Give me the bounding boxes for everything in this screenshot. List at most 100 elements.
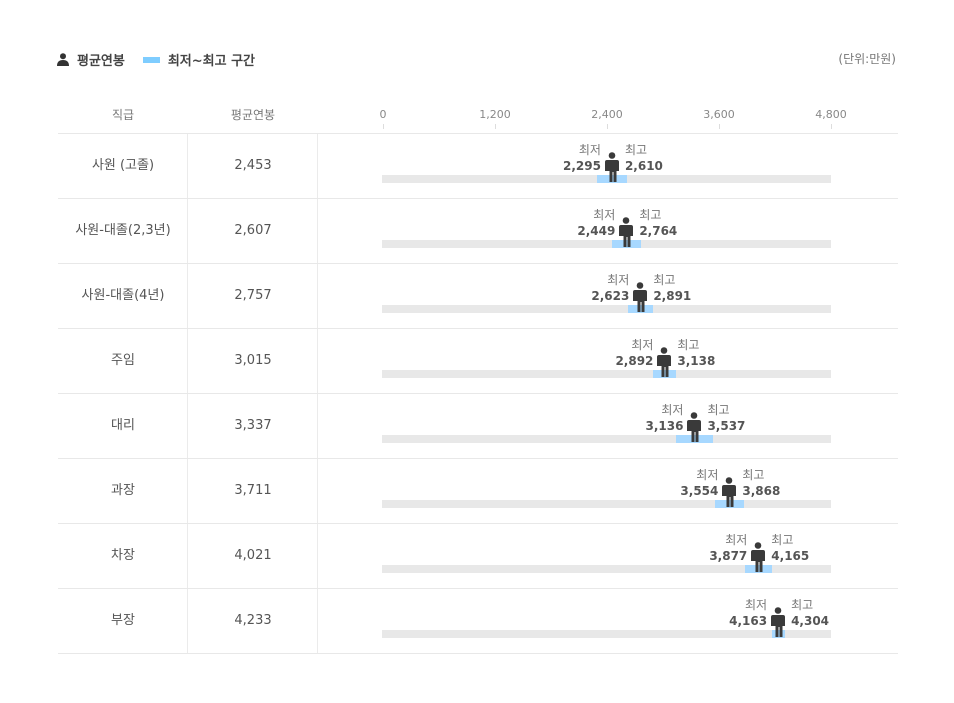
person-icon <box>722 477 737 507</box>
tick-label: 0 <box>379 108 387 121</box>
row-divider <box>58 198 898 199</box>
min-value: 2,623 <box>591 289 630 303</box>
max-label: 최고 2,891 <box>653 272 691 304</box>
tick-mark <box>607 124 608 129</box>
grade-cell: 사원 (고졸) <box>91 158 155 173</box>
range-track <box>382 435 831 443</box>
range-track <box>382 500 831 508</box>
range-track <box>382 565 831 573</box>
max-label: 최고 3,537 <box>707 402 745 434</box>
grade-cell: 차장 <box>111 548 135 563</box>
max-title: 최고 <box>791 598 814 612</box>
max-label: 최고 3,138 <box>677 337 715 369</box>
min-value: 2,892 <box>615 354 654 368</box>
grade-cell: 과장 <box>111 483 135 498</box>
max-value: 4,304 <box>791 614 830 628</box>
max-label: 최고 2,610 <box>625 142 663 174</box>
avg-person-marker <box>721 477 737 507</box>
header-grade: 직급 <box>111 108 135 122</box>
tick-mark <box>719 124 720 129</box>
min-label: 최저 3,877 <box>709 532 747 564</box>
max-title: 최고 <box>742 468 765 482</box>
range-track <box>382 370 831 378</box>
person-icon <box>771 607 786 637</box>
range-track <box>382 240 831 248</box>
min-value: 2,295 <box>562 159 601 173</box>
grade-cell: 부장 <box>111 613 135 628</box>
grade-cell: 사원-대졸(4년) <box>81 288 165 303</box>
avg-cell: 2,607 <box>234 223 272 238</box>
min-title: 최저 <box>607 273 630 287</box>
max-title: 최고 <box>653 273 676 287</box>
max-value: 2,764 <box>639 224 678 238</box>
max-title: 최고 <box>639 208 662 222</box>
row-divider <box>58 458 898 459</box>
header-avg: 평균연봉 <box>230 108 276 122</box>
person-icon <box>657 347 672 377</box>
avg-person-marker <box>632 282 648 312</box>
max-label: 최고 4,165 <box>771 532 809 564</box>
min-value: 3,877 <box>709 549 748 563</box>
avg-cell: 2,757 <box>234 288 272 303</box>
avg-cell: 3,337 <box>234 418 272 433</box>
min-title: 최저 <box>661 403 684 417</box>
grade-cell: 대리 <box>111 418 135 433</box>
person-icon <box>57 53 69 66</box>
avg-cell: 4,233 <box>234 613 272 628</box>
tick-mark <box>831 124 832 129</box>
min-title: 최저 <box>578 143 601 157</box>
legend-range-swatch <box>142 56 160 63</box>
avg-person-marker <box>656 347 672 377</box>
range-track <box>382 630 831 638</box>
row-divider <box>58 653 898 654</box>
min-label: 최저 2,295 <box>563 142 601 174</box>
min-label: 최저 2,892 <box>615 337 653 369</box>
tick-label: 2,400 <box>591 108 623 121</box>
max-label: 최고 4,304 <box>791 597 829 629</box>
max-value: 4,165 <box>771 549 810 563</box>
legend: 평균연봉 최저~최고 구간 <box>57 50 255 69</box>
tick-mark <box>495 124 496 129</box>
range-track <box>382 305 831 313</box>
avg-person-marker <box>770 607 786 637</box>
min-label: 최저 3,136 <box>646 402 684 434</box>
avg-cell: 4,021 <box>234 548 272 563</box>
person-icon <box>604 152 619 182</box>
min-label: 최저 4,163 <box>729 597 767 629</box>
avg-person-marker <box>604 152 620 182</box>
min-value: 3,554 <box>680 484 719 498</box>
grade-cell: 주임 <box>111 353 135 368</box>
min-title: 최저 <box>725 533 748 547</box>
person-icon <box>751 542 766 572</box>
max-label: 최고 2,764 <box>639 207 677 239</box>
max-title: 최고 <box>771 533 794 547</box>
tick-label: 4,800 <box>815 108 847 121</box>
max-value: 2,610 <box>624 159 663 173</box>
max-label: 최고 3,868 <box>742 467 780 499</box>
min-title: 최저 <box>631 338 654 352</box>
max-value: 2,891 <box>653 289 692 303</box>
tick-label: 1,200 <box>479 108 511 121</box>
min-label: 최저 3,554 <box>680 467 718 499</box>
row-divider <box>58 523 898 524</box>
max-title: 최고 <box>707 403 730 417</box>
max-title: 최고 <box>624 143 648 157</box>
min-label: 최저 2,623 <box>591 272 629 304</box>
row-divider <box>58 133 898 134</box>
min-label: 최저 2,449 <box>577 207 615 239</box>
max-value: 3,138 <box>677 354 716 368</box>
person-icon <box>619 217 634 247</box>
avg-person-marker <box>686 412 702 442</box>
max-title: 최고 <box>677 338 700 352</box>
min-title: 최저 <box>745 598 768 612</box>
min-title: 최저 <box>696 468 719 482</box>
avg-cell: 3,711 <box>234 483 272 498</box>
grade-cell: 사원-대졸(2,3년) <box>75 223 171 238</box>
person-icon <box>633 282 648 312</box>
row-divider <box>58 263 898 264</box>
min-title: 최저 <box>593 208 616 222</box>
min-value: 4,163 <box>729 614 768 628</box>
tick-mark <box>383 124 384 129</box>
tick-label: 3,600 <box>703 108 735 121</box>
min-value: 3,136 <box>645 419 684 433</box>
